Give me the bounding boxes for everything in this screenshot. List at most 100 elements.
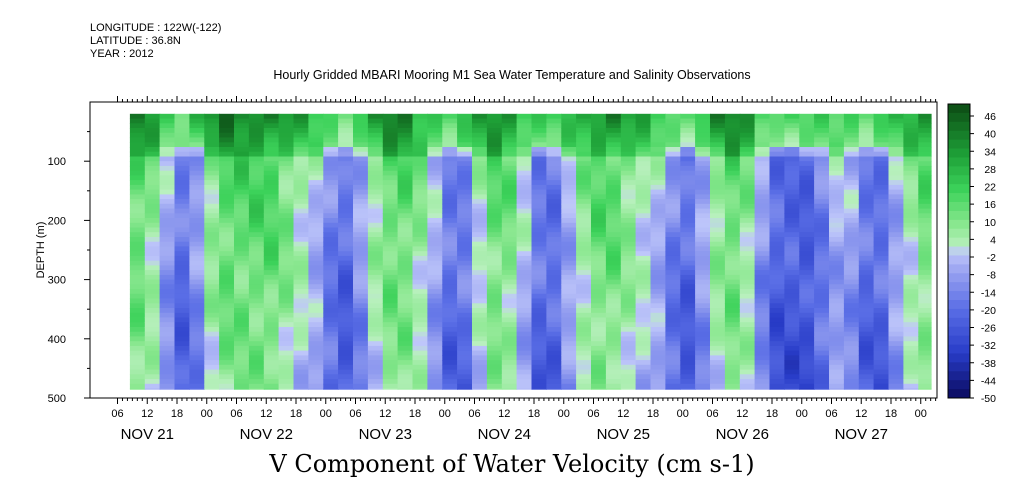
heatmap-cell: [873, 237, 890, 243]
heatmap-cell: [397, 208, 414, 214]
heatmap-cell: [695, 369, 711, 375]
heatmap-cell: [397, 388, 414, 390]
heatmap-cell: [353, 241, 369, 247]
heatmap-cell: [829, 374, 845, 380]
heatmap-cell: [829, 350, 845, 356]
heatmap-cell: [591, 284, 607, 290]
heatmap-cell: [843, 199, 860, 205]
heatmap-cell: [516, 128, 533, 134]
heatmap-cell: [918, 128, 932, 134]
heatmap-cell: [189, 374, 205, 380]
heatmap-cell: [263, 203, 280, 210]
heatmap-cell: [576, 113, 592, 120]
heatmap-cell: [873, 303, 890, 309]
heatmap-cell: [293, 208, 309, 214]
heatmap-cell: [516, 355, 533, 361]
heatmap-cell: [561, 213, 577, 219]
heatmap-cell: [531, 232, 547, 238]
heatmap-cell: [814, 327, 830, 333]
heatmap-cell: [591, 241, 607, 247]
heatmap-cell: [293, 360, 309, 366]
heatmap-cell: [739, 180, 756, 186]
heatmap-cell: [799, 123, 815, 129]
heatmap-cell: [457, 284, 473, 290]
heatmap-cell: [739, 128, 756, 134]
heatmap-cell: [695, 213, 711, 219]
heatmap-cell: [234, 274, 250, 281]
heatmap-cell: [144, 147, 161, 153]
heatmap-cell: [769, 222, 785, 229]
heatmap-cell: [457, 345, 473, 352]
heatmap-cell: [486, 284, 503, 290]
heatmap-cell: [472, 312, 488, 319]
heatmap-cell: [278, 260, 295, 266]
heatmap-cell: [546, 289, 562, 295]
heatmap-cell: [323, 251, 339, 257]
heatmap-cell: [531, 218, 547, 224]
heatmap-cell: [829, 246, 845, 252]
heatmap-cell: [129, 170, 146, 176]
heatmap-cell: [829, 303, 845, 309]
heatmap-cell: [338, 142, 354, 148]
heatmap-cell: [367, 251, 384, 257]
heatmap-cell: [219, 308, 235, 314]
heatmap-cell: [695, 298, 711, 304]
heatmap-cell: [858, 355, 875, 361]
heatmap-cell: [338, 298, 354, 304]
heatmap-cell: [144, 360, 161, 366]
heatmap-cell: [427, 194, 443, 200]
day-label: NOV 22: [240, 426, 293, 443]
heatmap-cell: [367, 118, 384, 124]
heatmap-cell: [814, 170, 830, 176]
heatmap-cell: [784, 142, 800, 148]
heatmap-cell: [710, 165, 726, 172]
heatmap-cell: [472, 374, 488, 380]
heatmap-cell: [710, 364, 726, 371]
heatmap-cell: [695, 222, 711, 229]
heatmap-cell: [174, 222, 190, 229]
heatmap-cell: [858, 180, 875, 186]
heatmap-cell: [591, 165, 607, 172]
heatmap-cell: [605, 355, 622, 361]
heatmap-cell: [293, 383, 309, 390]
heatmap-cell: [576, 165, 592, 172]
heatmap-cell: [501, 184, 518, 191]
colorbar-swatch: [948, 291, 970, 301]
heatmap-cell: [695, 345, 711, 352]
heatmap-cell: [576, 317, 592, 323]
heatmap-cell: [680, 218, 696, 224]
heatmap-cell: [501, 360, 518, 366]
heatmap-cell: [486, 322, 503, 328]
heatmap-cell: [605, 132, 622, 139]
heatmap-cell: [486, 170, 503, 176]
heatmap-cell: [531, 213, 547, 219]
heatmap-cell: [784, 165, 800, 172]
heatmap-cell: [442, 274, 458, 281]
heatmap-cell: [516, 161, 533, 167]
heatmap-field: [129, 113, 932, 390]
heatmap-cell: [516, 156, 533, 162]
heatmap-cell: [189, 265, 205, 271]
heatmap-cell: [308, 237, 324, 243]
heatmap-cell: [858, 246, 875, 252]
heatmap-cell: [605, 317, 622, 323]
heatmap-cell: [263, 189, 280, 195]
heatmap-cell: [501, 175, 518, 181]
heatmap-cell: [695, 388, 711, 390]
heatmap-cell: [382, 270, 399, 276]
heatmap-cell: [234, 161, 250, 167]
heatmap-cell: [382, 279, 399, 285]
heatmap-cell: [650, 336, 666, 342]
heatmap-cell: [888, 374, 904, 380]
heatmap-cell: [724, 241, 741, 247]
heatmap-cell: [873, 284, 890, 290]
heatmap-cell: [323, 184, 339, 191]
heatmap-cell: [204, 113, 220, 120]
heatmap-cell: [234, 374, 250, 380]
heatmap-cell: [754, 175, 771, 181]
heatmap-cell: [263, 388, 280, 390]
heatmap-cell: [323, 270, 339, 276]
heatmap-cell: [457, 260, 473, 266]
heatmap-cell: [427, 265, 443, 271]
heatmap-cell: [129, 222, 146, 229]
